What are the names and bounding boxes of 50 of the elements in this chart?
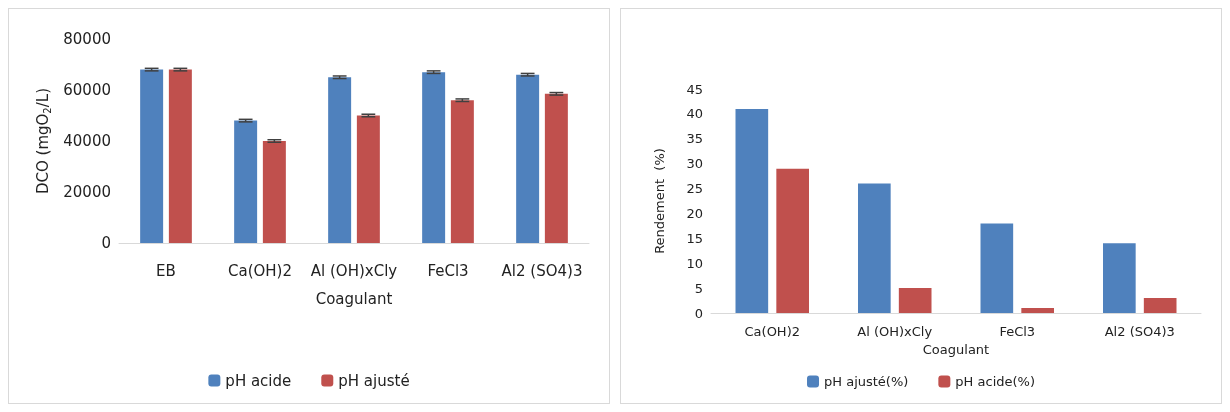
bar [735,108,769,313]
y-tick-label: 0 [694,305,703,321]
x-tick-label: EB [156,261,176,280]
bar [328,77,352,243]
y-tick-label: 40000 [63,132,111,150]
y-tick-label: 80000 [63,30,111,48]
bar [262,141,286,243]
bar [356,115,380,243]
y-tick-label: 0 [101,234,111,252]
x-tick-label: FeCl3 [427,261,469,280]
bar [450,100,474,243]
x-tick-label: Ca(OH)2 [744,324,800,339]
y-tick-label: 25 [686,181,703,197]
legend-label: pH acide(%) [955,374,1035,389]
bar [1143,298,1177,313]
y-tick-label: 40 [686,106,703,122]
legend-label: pH acide [225,371,292,390]
x-tick-label: Al2 (SO4)3 [1104,324,1175,339]
bar [1103,243,1136,313]
bar [234,120,258,243]
y-tick-label: 5 [694,280,703,296]
y-tick-label: 30 [686,156,703,172]
bar [858,183,891,313]
x-axis-title: Coagulant [315,289,393,308]
x-tick-label: FeCl3 [999,324,1036,339]
x-tick-label: Ca(OH)2 [228,261,292,280]
x-tick-label: Al (OH)xCly [310,261,398,280]
y-tick-label: 10 [686,255,703,271]
bar [140,69,164,243]
bar [776,168,809,313]
y-axis-title: DCO (mgO2/L) [34,87,53,195]
x-tick-label: Al2 (SO4)3 [501,261,583,280]
y-tick-label: 20 [686,205,703,221]
bar [422,72,446,243]
y-axis-title: Rendement (%) [652,148,667,254]
y-tick-label: 45 [686,81,703,97]
y-tick-label: 20000 [63,183,111,201]
bar [980,223,1014,313]
bar [516,74,540,243]
y-tick-label: 35 [686,131,703,147]
bar [898,288,932,313]
bar [168,69,192,243]
legend-label: pH ajusté(%) [824,374,909,389]
x-axis-title: Coagulant [922,342,990,357]
y-tick-label: 60000 [63,81,111,99]
y-tick-label: 15 [686,230,703,246]
x-tick-label: Al (OH)xCly [857,324,933,339]
bar [544,93,568,243]
bar [1021,308,1054,313]
legend-label: pH ajusté [338,371,410,390]
